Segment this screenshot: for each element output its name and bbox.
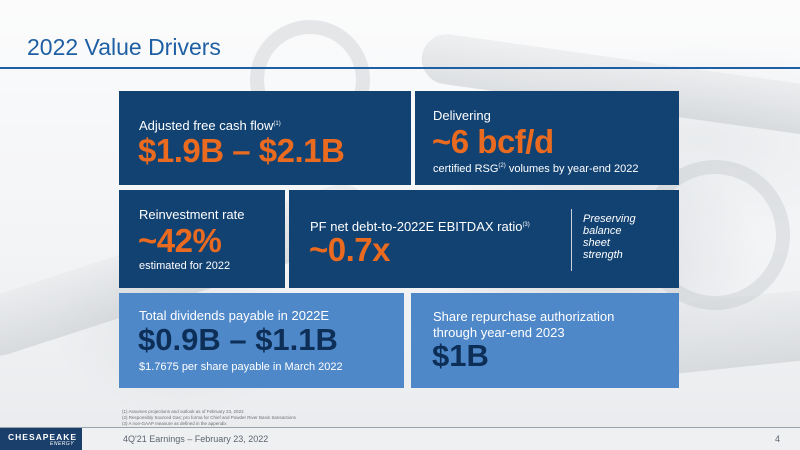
footer-rule bbox=[0, 427, 800, 428]
footer-text: 4Q'21 Earnings – February 23, 2022 bbox=[123, 434, 269, 444]
card-delivering: Delivering ~6 bcf/d certified RSG(2) vol… bbox=[415, 91, 679, 185]
debt-footnote-ref: (3) bbox=[522, 222, 530, 228]
title-rule bbox=[0, 67, 800, 69]
logo-subtext: ENERGY bbox=[50, 441, 75, 447]
card-reinvestment: Reinvestment rate ~42% estimated for 202… bbox=[119, 190, 285, 288]
delivering-sub: certified RSG(2) volumes by year-end 202… bbox=[433, 159, 638, 176]
debt-label-text: PF net debt-to-2022E EBITDAX ratio bbox=[310, 219, 523, 234]
page-number: 4 bbox=[774, 434, 780, 444]
fcf-label-text: Adjusted free cash flow bbox=[139, 118, 274, 133]
repurchase-value: $1B bbox=[432, 338, 489, 373]
delivering-sub-post: volumes by year-end 2022 bbox=[505, 163, 639, 175]
card-divider bbox=[571, 209, 572, 271]
debt-side-line: sheet bbox=[583, 237, 610, 249]
fcf-value: $1.9B – $2.1B bbox=[138, 132, 345, 169]
debt-side-line: balance bbox=[583, 225, 622, 237]
reinvestment-sub: estimated for 2022 bbox=[139, 260, 231, 272]
delivering-footnote-ref: (2) bbox=[498, 163, 506, 169]
footnote: (3) A non-GAAP measure as defined in the… bbox=[122, 421, 227, 426]
delivering-label: Delivering bbox=[433, 108, 491, 123]
dividends-value: $0.9B – $1.1B bbox=[138, 322, 338, 357]
card-net-debt: PF net debt-to-2022E EBITDAX ratio(3) ~0… bbox=[289, 190, 679, 288]
debt-side-line: strength bbox=[583, 249, 623, 261]
delivering-value: ~6 bcf/d bbox=[432, 123, 554, 160]
company-logo: CHESAPEAKE ENERGY bbox=[0, 428, 82, 450]
card-dividends: Total dividends payable in 2022E $0.9B –… bbox=[119, 293, 404, 388]
dividends-label: Total dividends payable in 2022E bbox=[139, 308, 330, 323]
fcf-label: Adjusted free cash flow(1) bbox=[139, 116, 281, 134]
repurchase-label-line: through year-end 2023 bbox=[433, 325, 565, 340]
footnote: (2) Responsibly Sourced Gas; pro forma f… bbox=[122, 415, 296, 420]
footnote: (1) Assumes projections and outlook as o… bbox=[122, 409, 244, 414]
repurchase-label: Share repurchase authorization through y… bbox=[433, 309, 614, 341]
debt-label: PF net debt-to-2022E EBITDAX ratio(3) bbox=[310, 217, 530, 235]
fcf-footnote-ref: (1) bbox=[273, 121, 281, 127]
logo-text: CHESAPEAKE bbox=[8, 432, 78, 442]
delivering-sub-pre: certified RSG bbox=[433, 163, 499, 175]
repurchase-label-line: Share repurchase authorization bbox=[433, 309, 615, 324]
footer-bar bbox=[0, 428, 800, 450]
debt-side-note: Preserving balance sheet strength bbox=[583, 213, 636, 261]
reinvestment-label: Reinvestment rate bbox=[139, 207, 245, 222]
debt-side-line: Preserving bbox=[583, 213, 636, 225]
card-free-cash-flow: Adjusted free cash flow(1) $1.9B – $2.1B bbox=[119, 91, 411, 185]
card-repurchase: Share repurchase authorization through y… bbox=[411, 293, 679, 388]
debt-value: ~0.7x bbox=[309, 231, 391, 268]
page-title: 2022 Value Drivers bbox=[27, 34, 221, 60]
reinvestment-value: ~42% bbox=[138, 222, 222, 259]
dividends-sub: $1.7675 per share payable in March 2022 bbox=[139, 361, 343, 373]
footnotes: (1) Assumes projections and outlook as o… bbox=[122, 409, 502, 427]
